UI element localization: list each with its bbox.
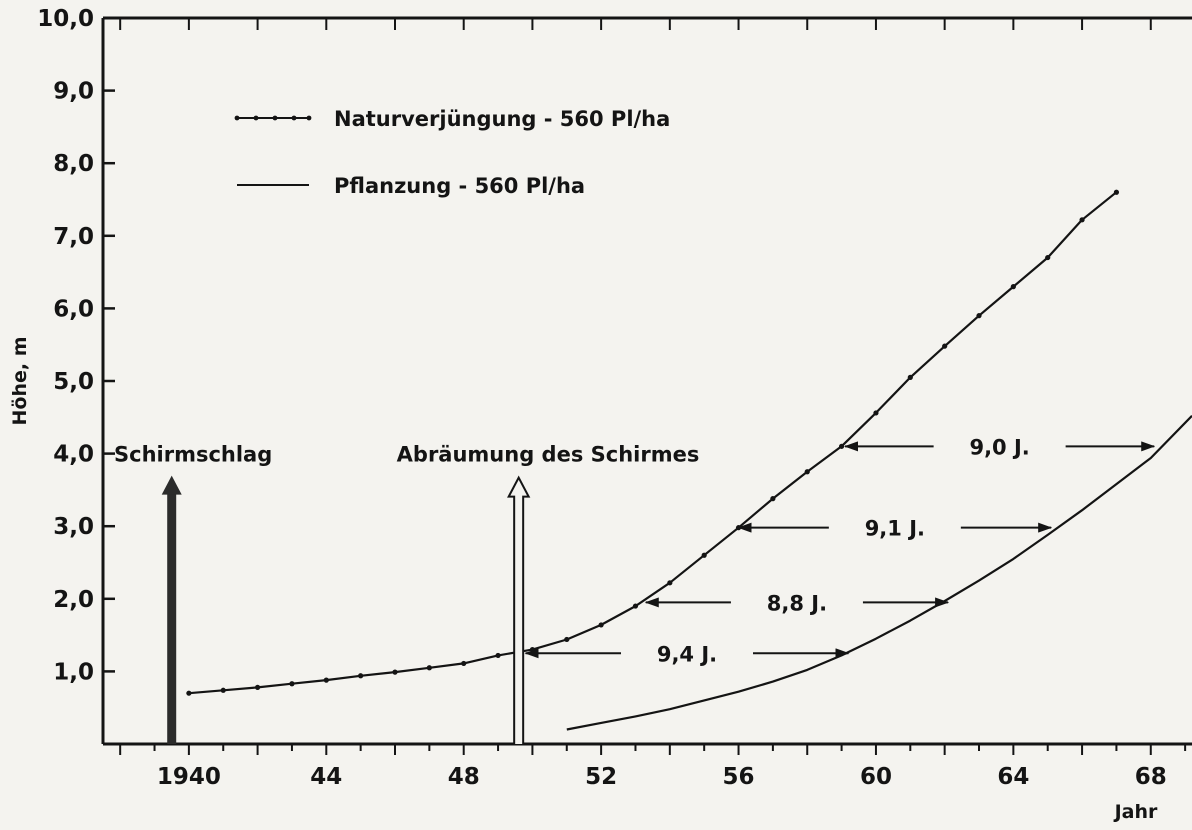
legend-marker: [253, 115, 259, 121]
interval-label: 9,4 J.: [657, 642, 717, 666]
abraeumung-label: Abräumung des Schirmes: [397, 443, 700, 467]
schirmschlag-arrow-head: [161, 475, 182, 495]
data-point: [529, 647, 536, 653]
data-point: [907, 374, 913, 380]
annotations-layer: Schirmschlag Abräumung des Schirmes: [114, 443, 699, 744]
series-layer: [186, 189, 1192, 731]
data-point: [289, 681, 295, 687]
legend-marker: [306, 115, 312, 121]
legend-marker: [272, 115, 278, 121]
data-point: [358, 673, 364, 679]
data-point: [770, 496, 776, 502]
series-line-1: [566, 415, 1192, 731]
data-point: [976, 313, 982, 319]
y-tick-label: 2,0: [53, 587, 94, 613]
data-point: [838, 443, 845, 449]
series-line-0: [188, 191, 1118, 695]
x-tick-label: 44: [310, 764, 342, 790]
y-tick-label: 6,0: [53, 296, 94, 322]
x-tick-label: 56: [723, 764, 755, 790]
intervals-layer: 9,4 J. 8,8 J. 9,1 J. 9,0 J.: [524, 435, 1156, 666]
data-point: [186, 690, 192, 696]
x-tick-label: 60: [860, 764, 892, 790]
data-point: [254, 684, 261, 690]
data-point: [873, 410, 879, 416]
data-point: [426, 665, 432, 671]
data-point: [701, 552, 707, 558]
interval-label: 9,0 J.: [969, 435, 1029, 459]
data-point: [632, 603, 639, 609]
data-point: [667, 580, 673, 586]
x-tick-label: 52: [585, 764, 617, 790]
y-tick-label: 1,0: [53, 659, 94, 685]
y-tick-label: 10,0: [37, 6, 94, 32]
interval-label: 8,8 J.: [767, 591, 827, 615]
data-point: [495, 652, 501, 659]
y-tick-label: 4,0: [53, 442, 94, 468]
abraeumung-arrow: [507, 475, 531, 744]
schirmschlag-arrow-shaft: [167, 493, 177, 744]
y-tick-label: 3,0: [53, 514, 94, 540]
data-point: [804, 469, 810, 475]
legend-label-pflanzung: Pflanzung - 560 Pl/ha: [334, 174, 585, 198]
data-point: [1113, 189, 1120, 195]
y-tick-label: 7,0: [53, 224, 94, 250]
data-point: [220, 687, 226, 693]
x-axis-label: Jahr: [1113, 801, 1158, 823]
data-point: [942, 343, 948, 349]
data-point: [598, 622, 604, 628]
axes: 1,0 2,0 3,0 4,0 5,0 6,0 7,0 8,0 9,0 10,0 1940 44 48 5…: [9, 6, 1192, 823]
x-tick-label: 1940: [157, 764, 221, 790]
legend-label-naturverjuengung: Naturverjüngung - 560 Pl/ha: [334, 107, 670, 131]
data-point: [323, 677, 329, 683]
legend-marker: [291, 115, 297, 121]
y-axis-label: Höhe, m: [9, 337, 31, 426]
data-point: [1045, 254, 1051, 261]
data-point: [564, 636, 570, 643]
legend-marker: [234, 115, 240, 121]
x-tick-label: 68: [1135, 764, 1167, 790]
data-point: [392, 669, 398, 675]
schirmschlag-label: Schirmschlag: [114, 443, 272, 467]
y-tick-label: 5,0: [53, 369, 94, 395]
x-tick-label: 48: [448, 764, 480, 790]
data-point: [1079, 217, 1085, 223]
x-tick-label: 64: [997, 764, 1029, 790]
data-point: [1010, 284, 1016, 290]
data-point: [461, 660, 467, 667]
y-tick-label: 9,0: [53, 79, 94, 105]
y-tick-label: 8,0: [53, 151, 94, 177]
interval-label: 9,1 J.: [865, 517, 925, 541]
legend: Naturverjüngung - 560 Pl/ha Pflanzung - 5…: [234, 107, 670, 198]
